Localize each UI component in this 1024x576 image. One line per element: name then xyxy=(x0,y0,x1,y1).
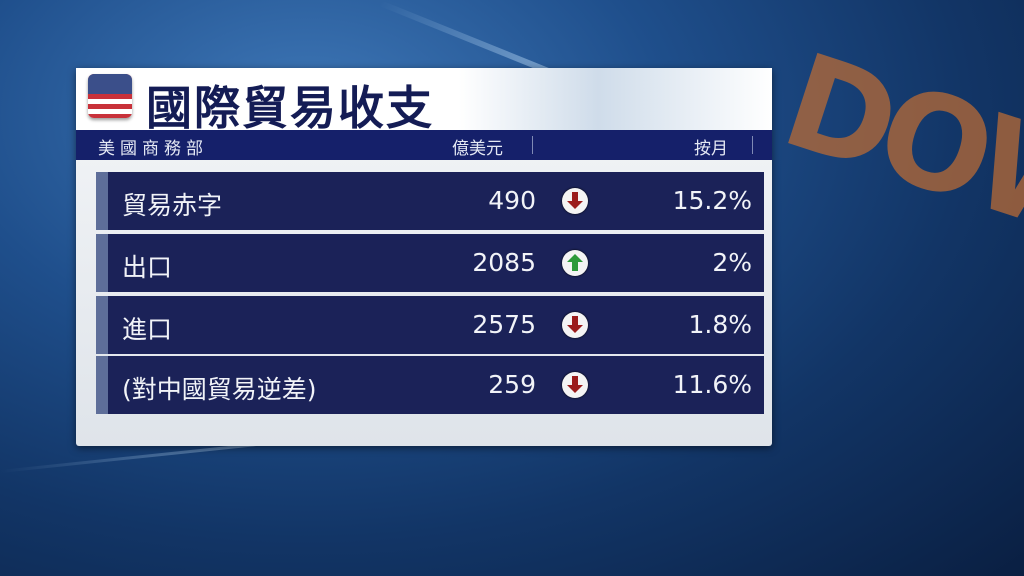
title-bar: 國際貿易收支 xyxy=(76,68,772,135)
table-row: 貿易赤字 490 15.2% xyxy=(96,172,764,230)
row-label: 貿易赤字 xyxy=(122,191,223,220)
row-change: 2% xyxy=(712,248,752,277)
arrow-up-icon xyxy=(562,250,588,276)
arrow-down-icon xyxy=(562,372,588,398)
table-row: (對中國貿易逆差) 259 11.6% xyxy=(96,356,764,414)
table-row: 進口 2575 1.8% xyxy=(96,296,764,354)
row-value: 2575 xyxy=(472,310,536,339)
row-value: 2085 xyxy=(472,248,536,277)
table-row: 出口 2085 2% xyxy=(96,234,764,292)
arrow-down-icon xyxy=(562,188,588,214)
row-label: 進口 xyxy=(122,315,173,344)
row-change: 11.6% xyxy=(672,370,752,399)
unit-label: 億美元 xyxy=(452,139,503,159)
source-label: 美國商務部 xyxy=(98,139,208,159)
row-label: 出口 xyxy=(122,253,173,282)
panel-title: 國際貿易收支 xyxy=(146,81,434,135)
row-value: 490 xyxy=(488,186,536,215)
header-bar: 美國商務部 億美元 按月 xyxy=(76,130,772,160)
trade-balance-panel: 國際貿易收支 美國商務部 億美元 按月 貿易赤字 490 15.2% 出口 208… xyxy=(76,68,772,446)
divider xyxy=(752,136,753,154)
row-change: 15.2% xyxy=(672,186,752,215)
row-value: 259 xyxy=(488,370,536,399)
us-flag-icon xyxy=(88,74,132,118)
change-label: 按月 xyxy=(694,139,728,159)
row-change: 1.8% xyxy=(688,310,752,339)
background-dow-logo: DOW xyxy=(767,24,1024,272)
row-label: (對中國貿易逆差) xyxy=(122,375,317,404)
arrow-down-icon xyxy=(562,312,588,338)
divider xyxy=(532,136,533,154)
